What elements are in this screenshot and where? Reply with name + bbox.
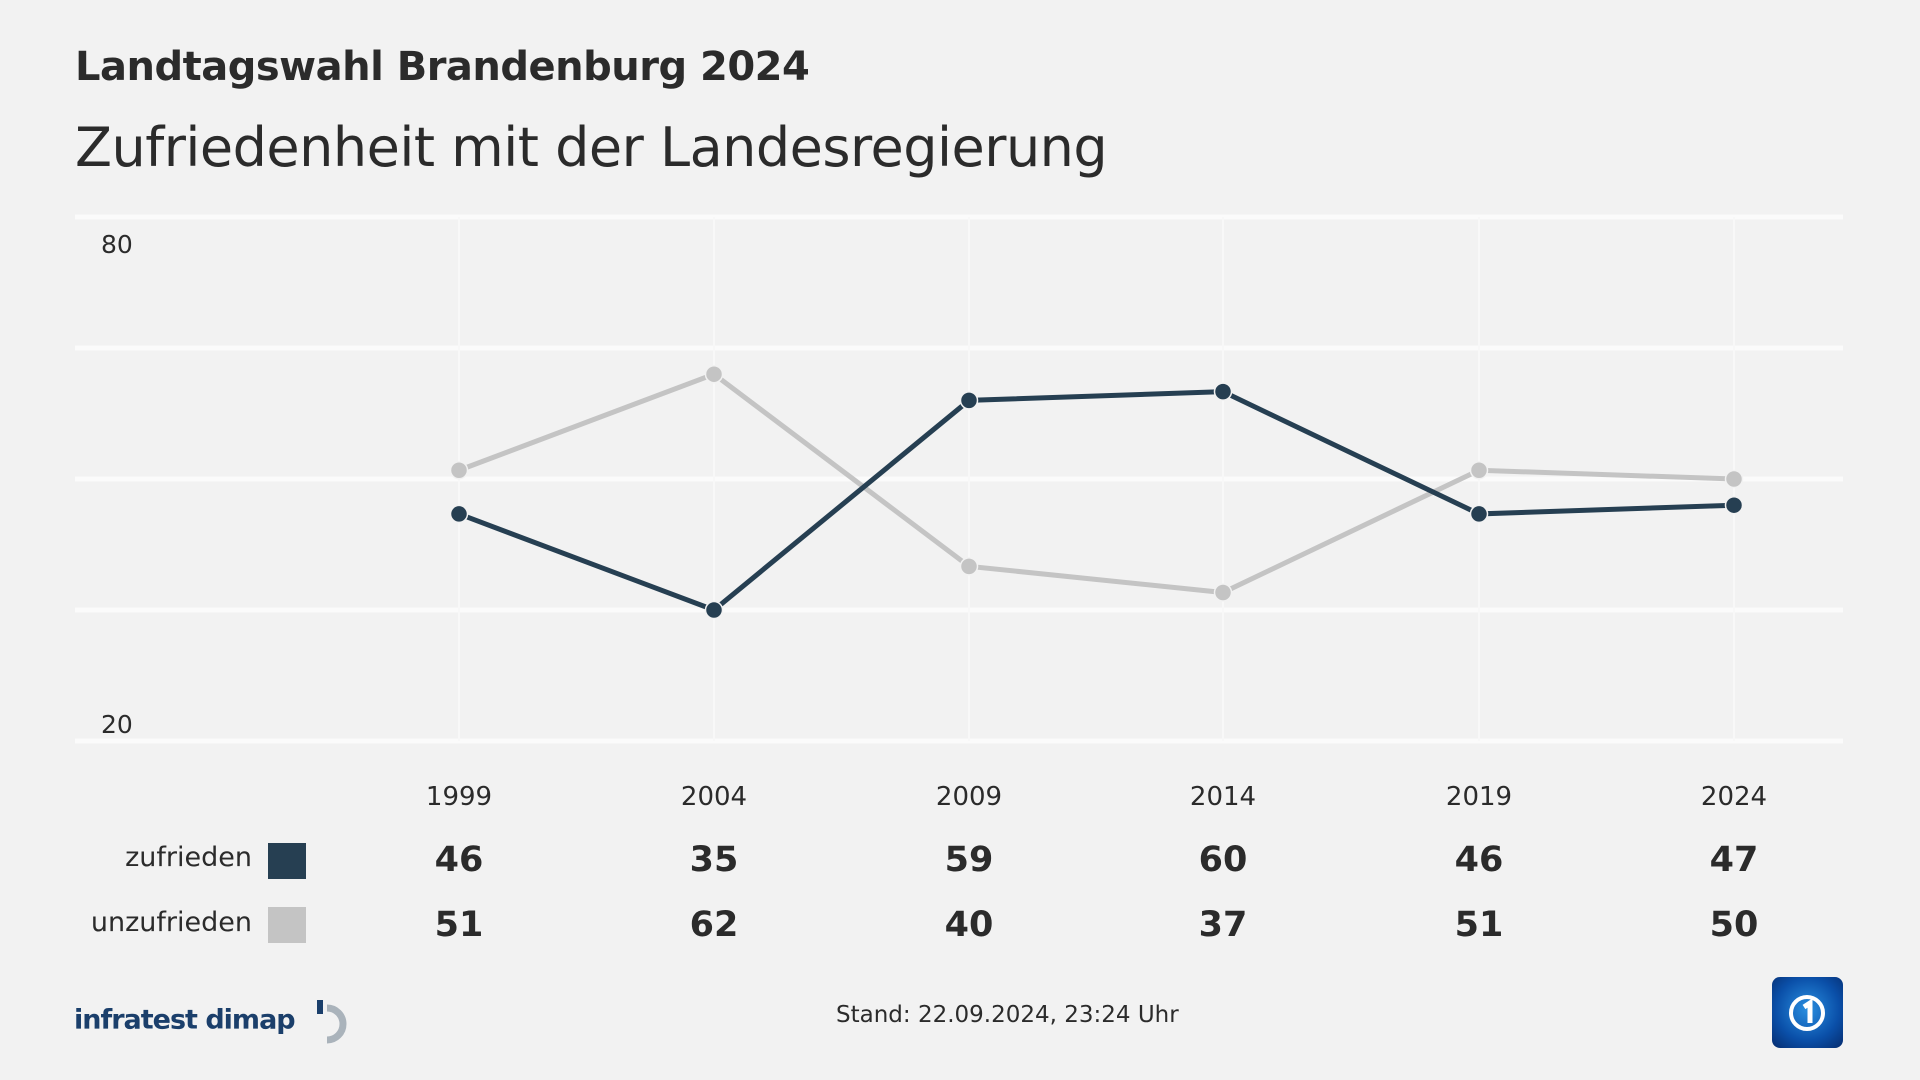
series-line-unzufrieden (458, 371, 1735, 596)
data-label-zufrieden: 60 (1198, 840, 1248, 880)
legend-label-zufrieden: zufrieden (125, 842, 252, 873)
chart-title: Landtagswahl Brandenburg 2024 (75, 44, 810, 90)
chart-subtitle: Zufriedenheit mit der Landesregierung (75, 116, 1108, 179)
data-label-zufrieden: 47 (1709, 840, 1759, 880)
data-label-unzufrieden: 51 (434, 905, 484, 945)
data-point-unzufrieden (1469, 461, 1489, 480)
data-point-zufrieden (1724, 495, 1744, 515)
x-tick-label: 1999 (425, 782, 493, 812)
ard-one-icon (1789, 995, 1825, 1031)
data-point-unzufrieden (449, 461, 469, 480)
data-label-unzufrieden: 62 (689, 905, 739, 945)
data-label-unzufrieden: 50 (1709, 905, 1759, 945)
infratest-logo-icon (317, 1000, 347, 1044)
x-tick-label: 2009 (935, 782, 1003, 812)
data-label-zufrieden: 59 (944, 840, 994, 880)
x-tick-label: 2004 (680, 782, 748, 812)
legend-swatch-zufrieden (268, 843, 306, 879)
data-label-zufrieden: 46 (434, 840, 484, 880)
legend-label-unzufrieden: unzufrieden (90, 907, 252, 938)
legend-swatch-unzufrieden (268, 907, 306, 943)
data-point-zufrieden (1213, 382, 1233, 401)
infratest-dimap-logo: infratest dimap (74, 998, 359, 1044)
logo-text: infratest dimap (74, 1004, 296, 1036)
ard-logo (1772, 977, 1843, 1048)
data-label-unzufrieden: 37 (1198, 905, 1248, 945)
data-point-zufrieden (1469, 504, 1489, 524)
data-point-unzufrieden (1213, 583, 1233, 602)
x-tick-label: 2024 (1700, 782, 1768, 812)
data-point-zufrieden (959, 391, 979, 410)
data-label-unzufrieden: 40 (944, 905, 994, 945)
data-label-zufrieden: 46 (1454, 840, 1504, 880)
data-point-unzufrieden (1724, 469, 1744, 489)
data-point-unzufrieden (959, 557, 979, 576)
x-tick-label: 2019 (1445, 782, 1513, 812)
data-point-zufrieden (449, 504, 469, 524)
y-tick-label: 80 (101, 230, 133, 259)
data-point-zufrieden (704, 600, 724, 620)
series-line-zufrieden (458, 389, 1735, 613)
data-label-zufrieden: 35 (689, 840, 739, 880)
y-tick-label: 20 (101, 710, 133, 739)
x-tick-label: 2014 (1189, 782, 1257, 812)
data-point-unzufrieden (704, 364, 724, 384)
timestamp: Stand: 22.09.2024, 23:24 Uhr (836, 1002, 1179, 1028)
data-label-unzufrieden: 51 (1454, 905, 1504, 945)
